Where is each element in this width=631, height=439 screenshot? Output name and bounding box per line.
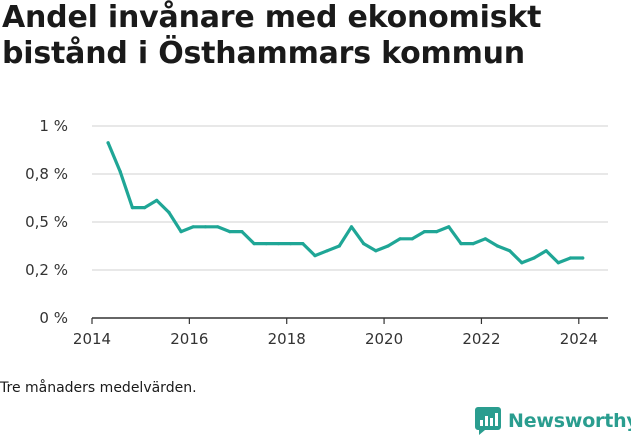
- data-point: [422, 230, 427, 234]
- y-tick-label: 0,5 %: [25, 213, 68, 231]
- data-point: [276, 242, 281, 246]
- x-tick-label: 2022: [462, 330, 500, 348]
- data-point: [532, 256, 536, 260]
- y-tick-label: 0 %: [39, 309, 68, 327]
- data-point: [471, 242, 475, 246]
- series-line: [106, 141, 585, 265]
- data-point: [240, 230, 244, 234]
- data-point: [301, 242, 305, 246]
- x-tick-label: 2018: [268, 330, 306, 348]
- series-layer: [106, 141, 585, 265]
- data-point: [155, 198, 159, 202]
- data-point: [313, 254, 317, 258]
- y-axis-ticks: 0 % 0,2 % 0,5 % 0,8 % 1 %: [25, 117, 68, 327]
- data-point: [337, 244, 341, 248]
- data-point: [483, 237, 487, 241]
- data-point: [520, 261, 524, 265]
- data-point: [289, 242, 293, 246]
- x-tick-label: 2016: [170, 330, 208, 348]
- data-point: [374, 249, 378, 253]
- x-axis-ticks: 2014 2016 2018 2020 2022 2024: [73, 318, 598, 348]
- gridlines: [92, 125, 608, 319]
- data-point: [228, 230, 232, 234]
- data-point: [495, 244, 500, 248]
- chart-title: Andel invånare med ekonomiskt bistånd i …: [2, 0, 627, 72]
- brand-name: Newsworthy: [508, 410, 631, 432]
- data-point: [435, 230, 439, 234]
- data-point: [447, 225, 451, 229]
- footnote: Tre månaders medelvärden.: [0, 380, 197, 396]
- data-point: [325, 249, 329, 253]
- x-tick-label: 2020: [365, 330, 403, 348]
- x-tick-label: 2014: [73, 330, 111, 348]
- data-point: [362, 242, 366, 246]
- data-point: [106, 141, 110, 145]
- y-tick-label: 1 %: [39, 117, 68, 135]
- data-point: [130, 206, 135, 210]
- data-point: [568, 256, 573, 260]
- data-point: [556, 261, 560, 265]
- data-point: [508, 249, 512, 253]
- data-point: [252, 242, 256, 246]
- newsworthy-logo-icon: [475, 407, 501, 435]
- data-point: [179, 230, 183, 234]
- y-tick-label: 0,8 %: [25, 165, 68, 183]
- data-point: [410, 237, 414, 241]
- data-point: [203, 225, 208, 229]
- chart-title-line-2: bistånd i Östhammars kommun: [2, 36, 525, 71]
- data-point: [142, 206, 147, 210]
- y-tick-label: 0,2 %: [25, 261, 68, 279]
- data-point: [459, 242, 463, 246]
- data-point: [118, 170, 122, 174]
- data-point: [167, 210, 171, 214]
- x-tick-label: 2024: [560, 330, 598, 348]
- chart-title-line-1: Andel invånare med ekonomiskt: [2, 0, 542, 35]
- data-point: [349, 225, 354, 229]
- data-point: [386, 244, 390, 248]
- data-point: [264, 242, 268, 246]
- data-point: [398, 237, 402, 241]
- data-point: [215, 225, 220, 229]
- data-point: [191, 225, 195, 229]
- data-point: [544, 249, 548, 253]
- data-point: [581, 256, 585, 260]
- brand-logo[interactable]: Newsworthy: [475, 407, 631, 435]
